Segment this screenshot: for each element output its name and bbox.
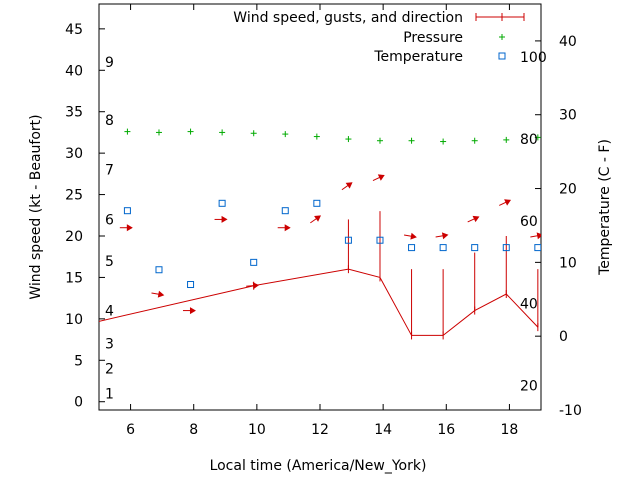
temperature-point — [376, 236, 384, 244]
y-tick-label: 15 — [65, 270, 83, 286]
wind-direction-arrow — [403, 232, 417, 240]
y-tick-label: 40 — [65, 63, 83, 79]
y2-tick-label: 20 — [559, 182, 577, 198]
beaufort-label: 5 — [105, 254, 114, 270]
y-tick-label: 45 — [65, 22, 83, 38]
x-tick-label: 18 — [501, 422, 519, 438]
pressure-point — [187, 128, 194, 135]
pressure-point — [376, 137, 383, 144]
legend-label: Wind speed, gusts, and direction — [233, 10, 463, 26]
y-tick-label: 30 — [65, 146, 83, 162]
temperature-point — [471, 244, 479, 252]
wind-direction-arrow — [530, 232, 541, 240]
temperature-point — [123, 207, 131, 215]
y-tick-label: 5 — [74, 353, 83, 369]
wind-speed-line — [99, 268, 539, 336]
pressure-point — [313, 133, 320, 140]
x-tick-label: 14 — [374, 422, 392, 438]
y2-tick-label: 30 — [559, 108, 577, 124]
x-tick-label: 8 — [189, 422, 198, 438]
beaufort-label: 6 — [105, 212, 114, 228]
pressure-point — [534, 134, 541, 141]
beaufort-label: 8 — [105, 113, 114, 129]
pressure-point — [155, 129, 162, 136]
wind-direction-arrow — [246, 282, 260, 290]
wind-direction-arrow — [151, 290, 165, 298]
temperature-point — [534, 244, 541, 252]
pressure-point — [282, 131, 289, 138]
wind-direction-arrow — [435, 232, 449, 240]
wind-direction-arrow — [467, 215, 480, 223]
y2-tick-label: 40 — [559, 34, 577, 50]
fahrenheit-label: 40 — [520, 297, 538, 313]
plot-frame — [98, 3, 542, 411]
y2-tick-label: -10 — [559, 403, 582, 419]
temperature-point — [439, 244, 447, 252]
pressure-point — [345, 136, 352, 143]
fahrenheit-label: 60 — [520, 214, 538, 230]
temperature-point — [281, 207, 289, 215]
beaufort-label: 3 — [105, 337, 114, 353]
x-tick-label: 16 — [437, 422, 455, 438]
y2-tick-label: 0 — [559, 329, 568, 345]
pressure-point — [408, 137, 415, 144]
x-tick-label: 10 — [248, 422, 266, 438]
fahrenheit-label: 100 — [520, 50, 547, 66]
beaufort-label: 2 — [105, 362, 114, 378]
wind-direction-arrow — [182, 307, 196, 315]
temperature-point — [408, 244, 416, 252]
temperature-point — [155, 266, 163, 274]
legend-square-icon — [498, 52, 506, 60]
pressure-point — [471, 137, 478, 144]
y2-axis-label: Temperature (C - F) — [597, 139, 613, 276]
x-axis-label: Local time (America/New_York) — [210, 458, 427, 474]
y2-tick-label: 10 — [559, 255, 577, 271]
wind-direction-arrow — [372, 174, 385, 181]
fahrenheit-label: 20 — [520, 379, 538, 395]
wind-direction-arrow — [341, 182, 353, 191]
legend-plus-icon — [499, 34, 505, 40]
temperature-point — [250, 258, 258, 266]
pressure-point — [440, 138, 447, 145]
x-tick-label: 12 — [311, 422, 329, 438]
y-axis-label: Wind speed (kt - Beaufort) — [28, 114, 44, 299]
wind-direction-arrow — [214, 215, 228, 223]
wind-direction-arrow — [499, 199, 512, 206]
x-tick-label: 6 — [126, 422, 135, 438]
temperature-point — [502, 244, 510, 252]
wind-direction-arrow — [310, 215, 321, 224]
y-tick-label: 25 — [65, 188, 83, 204]
fahrenheit-label: 80 — [520, 132, 538, 148]
pressure-point — [503, 136, 510, 143]
legend-label: Pressure — [403, 30, 463, 46]
beaufort-label: 4 — [105, 304, 114, 320]
legend-label: Temperature — [373, 49, 463, 65]
pressure-point — [250, 130, 257, 137]
y-tick-label: 20 — [65, 229, 83, 245]
temperature-point — [187, 281, 195, 289]
pressure-point — [124, 128, 131, 135]
temperature-point — [218, 199, 226, 207]
wind-direction-arrow — [277, 224, 291, 232]
y-tick-label: 0 — [74, 395, 83, 411]
temperature-point — [344, 236, 352, 244]
wind-direction-arrow — [119, 224, 133, 232]
y-tick-label: 10 — [65, 312, 83, 328]
temperature-point — [313, 199, 321, 207]
beaufort-label: 7 — [105, 163, 114, 179]
pressure-point — [219, 129, 226, 136]
beaufort-label: 1 — [105, 386, 114, 402]
y-tick-label: 35 — [65, 105, 83, 121]
beaufort-label: 9 — [105, 55, 114, 71]
